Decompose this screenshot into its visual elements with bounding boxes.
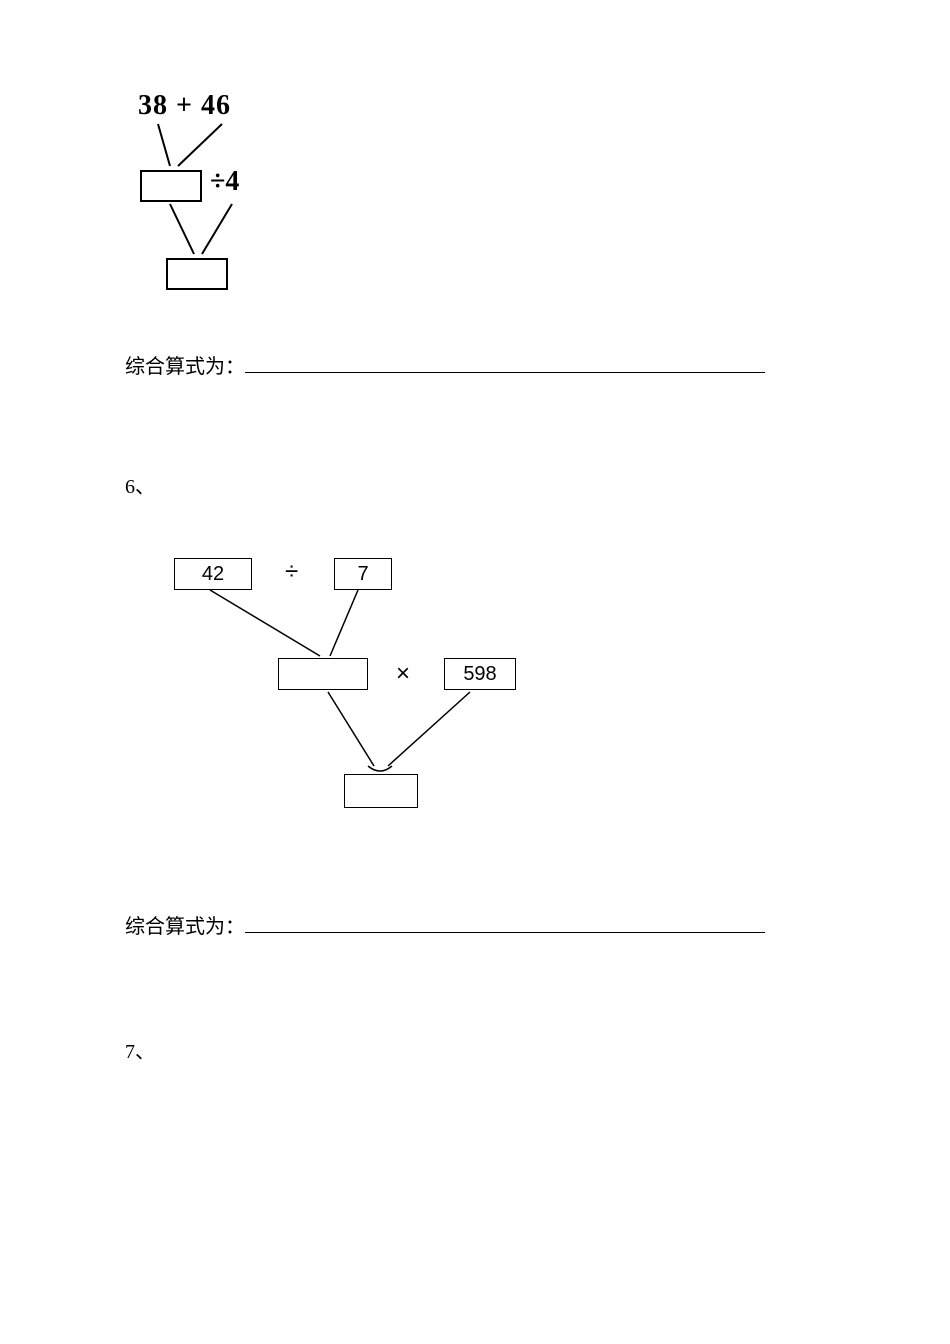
diagram2-box-598: 598 — [444, 658, 516, 690]
diagram2-op-divide: ÷ — [285, 558, 298, 586]
diagram1-box-2 — [166, 258, 228, 290]
diagram2-box-7: 7 — [334, 558, 392, 590]
diagram1-op-divide-4: ÷4 — [210, 166, 239, 198]
diagram2-box-42: 42 — [174, 558, 252, 590]
question-6-number: 6、 — [125, 470, 155, 499]
answer-label-2: 综合算式为： — [125, 910, 245, 939]
diagram2-box-598-text: 598 — [463, 663, 496, 686]
diagram2-box-7-text: 7 — [357, 563, 368, 586]
diagram2-box-42-text: 42 — [202, 563, 224, 586]
diagram2-box-bottom — [344, 774, 418, 808]
answer-blank-2[interactable] — [245, 912, 765, 933]
page: 38 + 46 ÷4 综合算式为： 6、 4 — [0, 0, 950, 1344]
answer-blank-1[interactable] — [245, 352, 765, 373]
answer-line-2: 综合算式为： — [125, 910, 765, 939]
answer-line-1: 综合算式为： — [125, 350, 765, 379]
question-7-number: 7、 — [125, 1035, 155, 1064]
answer-label-1: 综合算式为： — [125, 350, 245, 379]
diagram-2: 42 ÷ 7 × 598 — [150, 548, 570, 848]
diagram1-box-1 — [140, 170, 202, 202]
diagram2-op-times: × — [396, 660, 410, 688]
diagram2-box-mid — [278, 658, 368, 690]
diagram-1: 38 + 46 ÷4 — [130, 90, 310, 300]
